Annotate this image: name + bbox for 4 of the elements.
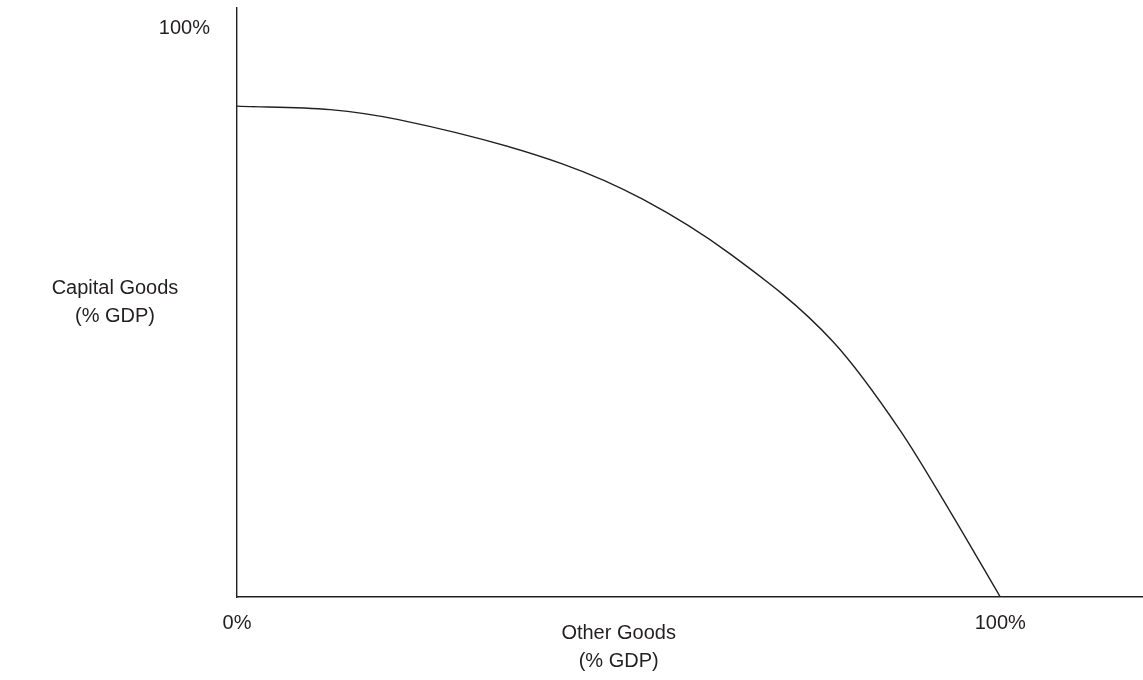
x-tick-label: 0% — [222, 610, 252, 633]
text: 100% — [158, 15, 211, 38]
y-axis-title: Capital Goods (% GDP) — [51, 276, 179, 327]
x-axis-title: Other Goods (% GDP) — [561, 620, 676, 671]
